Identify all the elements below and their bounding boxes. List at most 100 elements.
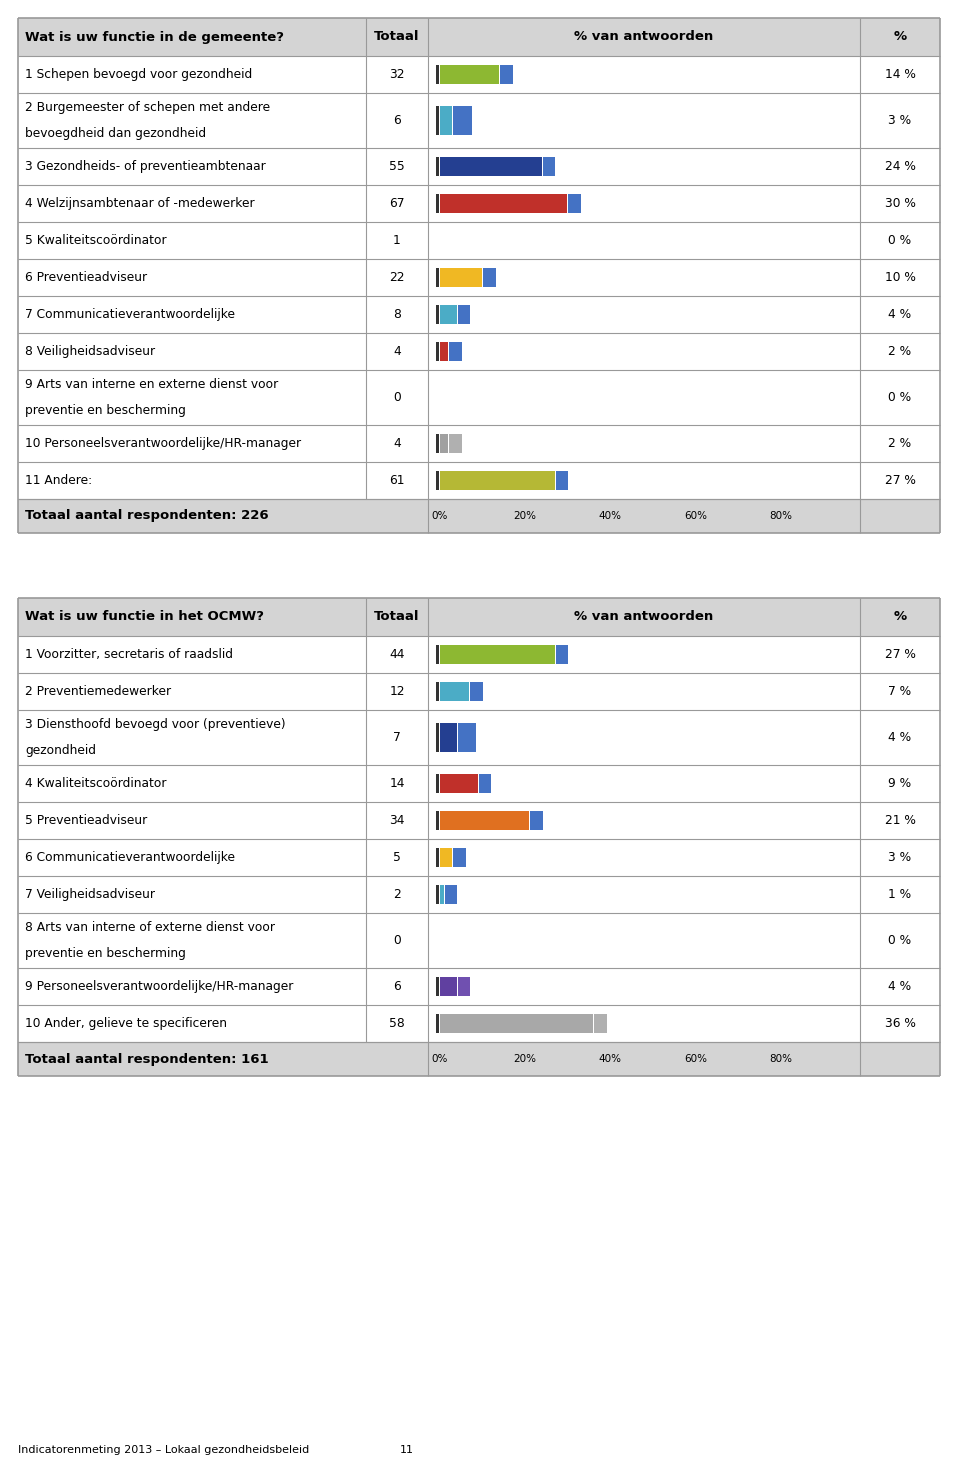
Bar	[440, 848, 452, 867]
Text: 3 Gezondheids- of preventieambtenaar: 3 Gezondheids- of preventieambtenaar	[25, 160, 266, 173]
Text: 2 %: 2 %	[888, 345, 912, 358]
Text: 7 Communicatieverantwoordelijke: 7 Communicatieverantwoordelijke	[25, 308, 235, 321]
Text: 1: 1	[394, 234, 401, 247]
Text: 44: 44	[389, 648, 405, 662]
Text: 5 Kwaliteitscoördinator: 5 Kwaliteitscoördinator	[25, 234, 167, 247]
Bar	[530, 811, 542, 830]
Text: 6 Communicatieverantwoordelijke: 6 Communicatieverantwoordelijke	[25, 851, 235, 864]
Bar	[18, 370, 940, 425]
Text: 0 %: 0 %	[888, 391, 912, 404]
Text: Indicatorenmeting 2013 – Lokaal gezondheidsbeleid: Indicatorenmeting 2013 – Lokaal gezondhe…	[18, 1444, 309, 1455]
Text: 24 %: 24 %	[884, 160, 916, 173]
Bar	[440, 885, 444, 904]
Bar	[18, 968, 940, 1005]
Text: 6 Preventieadviseur: 6 Preventieadviseur	[25, 271, 147, 284]
Text: 5: 5	[393, 851, 401, 864]
Bar	[440, 977, 457, 996]
Text: 2 %: 2 %	[888, 437, 912, 450]
Text: Totaal: Totaal	[374, 610, 420, 623]
Text: 4 Kwaliteitscoördinator: 4 Kwaliteitscoördinator	[25, 777, 166, 790]
Bar	[18, 765, 940, 802]
Bar	[18, 462, 940, 499]
Text: % van antwoorden: % van antwoorden	[574, 31, 713, 43]
Text: Totaal aantal respondenten: 226: Totaal aantal respondenten: 226	[25, 509, 269, 522]
Text: 11: 11	[400, 1444, 414, 1455]
Bar	[436, 977, 439, 996]
Text: 2 Burgemeester of schepen met andere: 2 Burgemeester of schepen met andere	[25, 101, 270, 114]
Bar	[18, 598, 940, 636]
Bar	[18, 839, 940, 876]
Text: bevoegdheid dan gezondheid: bevoegdheid dan gezondheid	[25, 127, 206, 139]
Text: 1 Schepen bevoegd voor gezondheid: 1 Schepen bevoegd voor gezondheid	[25, 68, 252, 81]
Bar	[444, 885, 457, 904]
Bar	[470, 682, 483, 702]
Text: 4 %: 4 %	[888, 980, 912, 993]
Text: Wat is uw functie in de gemeente?: Wat is uw functie in de gemeente?	[25, 31, 284, 43]
Bar	[458, 724, 476, 752]
Text: 8 Arts van interne of externe dienst voor: 8 Arts van interne of externe dienst voo…	[25, 922, 275, 934]
Text: 5 Preventieadviseur: 5 Preventieadviseur	[25, 814, 147, 827]
Text: 4: 4	[394, 345, 401, 358]
Bar	[440, 811, 529, 830]
Bar	[440, 724, 457, 752]
Bar	[436, 65, 439, 84]
Text: 0: 0	[394, 934, 401, 947]
Bar	[556, 471, 568, 490]
Text: 14 %: 14 %	[884, 68, 916, 81]
Text: %: %	[894, 610, 906, 623]
Bar	[18, 876, 940, 913]
Text: preventie en bescherming: preventie en bescherming	[25, 404, 186, 417]
Text: 40%: 40%	[599, 511, 621, 521]
Text: 67: 67	[389, 197, 405, 210]
Bar	[18, 1005, 940, 1042]
Text: 22: 22	[389, 271, 405, 284]
Text: 11 Andere:: 11 Andere:	[25, 474, 92, 487]
Bar	[18, 1042, 940, 1076]
Text: 4: 4	[394, 437, 401, 450]
Bar	[18, 148, 940, 185]
Bar	[18, 259, 940, 296]
Text: 80%: 80%	[769, 511, 792, 521]
Bar	[440, 65, 499, 84]
Bar	[436, 268, 439, 287]
Bar	[440, 305, 457, 324]
Text: 58: 58	[389, 1017, 405, 1030]
Text: 2: 2	[394, 888, 401, 901]
Text: 7: 7	[394, 731, 401, 744]
Text: 9 Personeelsverantwoordelijke/HR-manager: 9 Personeelsverantwoordelijke/HR-manager	[25, 980, 294, 993]
Bar	[436, 194, 439, 213]
Text: 60%: 60%	[684, 1054, 707, 1064]
Bar	[453, 848, 466, 867]
Text: Totaal aantal respondenten: 161: Totaal aantal respondenten: 161	[25, 1052, 269, 1066]
Text: 10 Personeelsverantwoordelijke/HR-manager: 10 Personeelsverantwoordelijke/HR-manage…	[25, 437, 301, 450]
Text: 27 %: 27 %	[884, 648, 916, 662]
Text: 9 %: 9 %	[888, 777, 912, 790]
Bar	[479, 774, 492, 793]
Text: 10 %: 10 %	[884, 271, 916, 284]
Bar	[440, 682, 469, 702]
Text: 0: 0	[394, 391, 401, 404]
Bar	[449, 434, 462, 453]
Bar	[18, 185, 940, 222]
Text: %: %	[894, 31, 906, 43]
Bar	[440, 194, 567, 213]
Text: 61: 61	[389, 474, 405, 487]
Bar	[556, 645, 568, 665]
Bar	[449, 342, 462, 361]
Bar	[436, 107, 439, 135]
Text: 3 %: 3 %	[888, 114, 912, 127]
Text: 32: 32	[389, 68, 405, 81]
Text: 20%: 20%	[514, 511, 537, 521]
Text: 14: 14	[389, 777, 405, 790]
Bar	[440, 157, 541, 176]
Text: 27 %: 27 %	[884, 474, 916, 487]
Bar	[18, 673, 940, 710]
Text: 4 %: 4 %	[888, 308, 912, 321]
Text: 30 %: 30 %	[884, 197, 916, 210]
Text: % van antwoorden: % van antwoorden	[574, 610, 713, 623]
Bar	[436, 471, 439, 490]
Bar	[436, 305, 439, 324]
Text: preventie en bescherming: preventie en bescherming	[25, 947, 186, 959]
Bar	[436, 1014, 439, 1033]
Text: 10 Ander, gelieve te specificeren: 10 Ander, gelieve te specificeren	[25, 1017, 227, 1030]
